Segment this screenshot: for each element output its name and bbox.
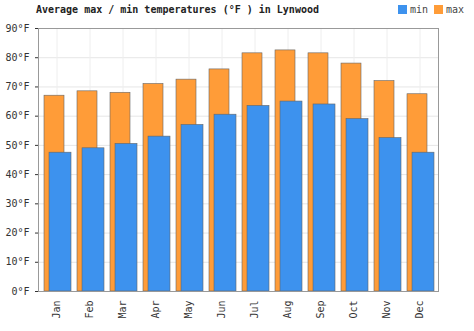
- svg-text:Feb: Feb: [84, 301, 95, 319]
- svg-text:0°F: 0°F: [11, 286, 29, 297]
- svg-text:Mar: Mar: [117, 301, 128, 319]
- svg-text:90°F: 90°F: [5, 23, 29, 34]
- svg-text:40°F: 40°F: [5, 169, 29, 180]
- svg-text:May: May: [183, 301, 194, 319]
- svg-text:60°F: 60°F: [5, 110, 29, 121]
- svg-text:Jan: Jan: [51, 301, 62, 319]
- svg-text:Apr: Apr: [150, 301, 161, 319]
- svg-text:50°F: 50°F: [5, 140, 29, 151]
- svg-text:Dec: Dec: [414, 301, 425, 319]
- svg-text:Oct: Oct: [348, 301, 359, 319]
- svg-text:Nov: Nov: [381, 301, 392, 319]
- svg-text:10°F: 10°F: [5, 256, 29, 267]
- svg-text:Sep: Sep: [315, 301, 326, 319]
- svg-text:Jun: Jun: [216, 301, 227, 319]
- html-text:max: max: [445, 4, 464, 15]
- svg-text:Jul: Jul: [249, 301, 260, 319]
- svg-text:30°F: 30°F: [5, 198, 29, 209]
- svg-text:20°F: 20°F: [5, 227, 29, 238]
- html-text:min: min: [409, 4, 428, 15]
- html-text:Average max / min temperatures: Average max / min temperatures (°F ) in …: [36, 4, 319, 15]
- svg-text:80°F: 80°F: [5, 52, 29, 63]
- svg-text:70°F: 70°F: [5, 81, 29, 92]
- svg-text:Aug: Aug: [282, 301, 293, 319]
